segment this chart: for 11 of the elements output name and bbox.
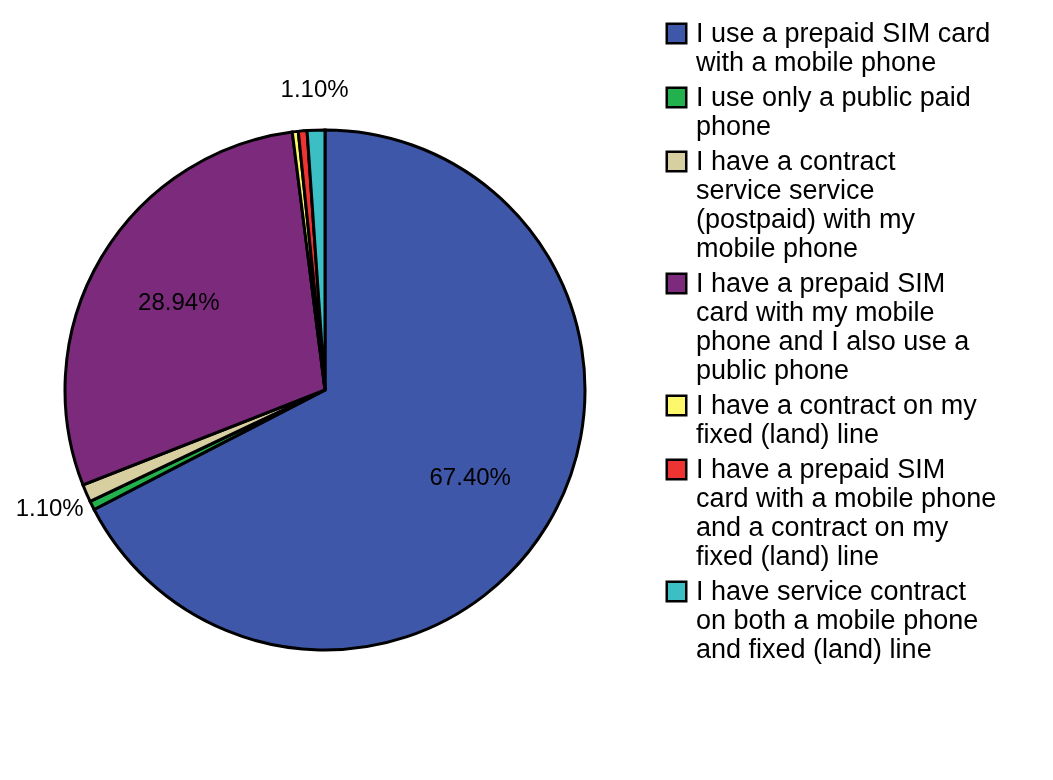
legend-label: I use a prepaid SIM card with a mobile phone [695,17,991,77]
legend-label: I have a prepaid SIM card with my mobile phone and I also use a public phone [696,267,971,385]
legend-label: I use only a public paid phone [696,81,971,141]
legend-label: I have service contract on both a mobile phone and fixed (land) line [696,575,979,664]
legend-label: I have a prepaid SIM card with a mobile phone and a contract on my fixed (land) line [696,453,997,571]
data-label: 67.40% [429,463,511,491]
legend-label: I have a contract service service (postpaid) with my mobile phone [696,145,916,263]
data-label: 1.10% [280,75,349,103]
data-label: 1.10% [15,494,84,522]
legend-label: I have a contract on my fixed (land) line [696,389,978,449]
data-label: 28.94% [138,288,220,316]
